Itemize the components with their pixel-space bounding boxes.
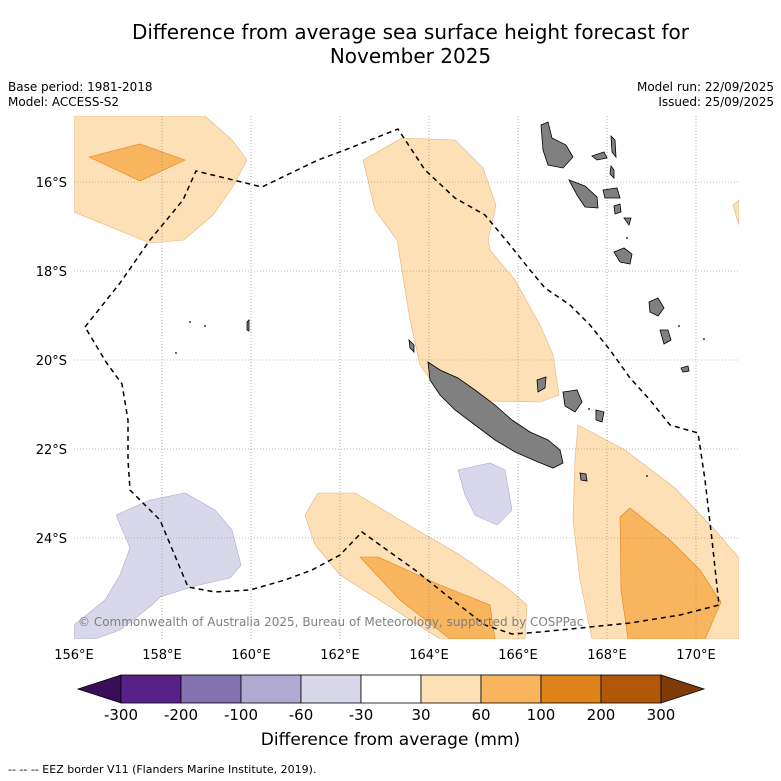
colorbar-segment — [600, 674, 662, 704]
meta-left: Base period: 1981-2018 Model: ACCESS-S2 — [8, 80, 153, 110]
lon-label: 164°E — [409, 648, 449, 663]
island-efate — [613, 247, 633, 265]
colorbar-extension-left — [76, 674, 122, 704]
colorbar-tick-label: 60 — [471, 706, 490, 724]
island-malo — [591, 151, 608, 161]
colorbar-label: Difference from average (mm) — [260, 730, 521, 750]
eez-border — [84, 128, 720, 635]
island-chesterfield — [246, 319, 250, 332]
base-period: Base period: 1981-2018 — [8, 80, 153, 94]
colorbar-tick-label: 100 — [527, 706, 556, 724]
colorbar-segment — [360, 674, 422, 704]
island-malekula — [568, 179, 599, 209]
anomaly-region-east-small — [732, 199, 739, 226]
title-line-1: Difference from average sea surface heig… — [131, 20, 690, 44]
island-erromango — [648, 297, 665, 317]
colorbar-extension-right — [660, 674, 706, 704]
island-pentecost — [609, 164, 615, 179]
lon-label: 160°E — [231, 648, 271, 663]
island-aneityum — [680, 365, 690, 373]
strong-anomaly-se — [619, 507, 722, 639]
lat-label: 16°S — [36, 176, 67, 191]
colorbar-tick-label: -200 — [164, 706, 198, 724]
colorbar-tick-label: -30 — [349, 706, 374, 724]
island-ouvea — [536, 376, 547, 393]
model-name: Model: ACCESS-S2 — [8, 95, 120, 109]
colorbar-tick-label: 30 — [411, 706, 430, 724]
island-maewo — [610, 134, 617, 159]
islet-dots — [175, 237, 705, 477]
colorbar-tick-label: 300 — [647, 706, 676, 724]
strong-anomaly-south — [359, 556, 496, 639]
colorbar-tick-label: -300 — [104, 706, 138, 724]
lat-labels: 16°S 18°S 20°S 22°S 24°S — [36, 176, 67, 547]
island-espiritu-santo — [540, 121, 574, 169]
island-lifou — [562, 389, 583, 413]
anomaly-60-100 — [88, 143, 722, 639]
graticule — [74, 116, 739, 639]
colorbar-tick-label: -60 — [289, 706, 314, 724]
lon-label: 162°E — [320, 648, 360, 663]
new-caledonia-mainland — [427, 361, 564, 469]
island-tanna — [659, 329, 672, 345]
copyright-notice: © Commonwealth of Australia 2025, Bureau… — [78, 615, 584, 629]
map-content — [74, 116, 739, 639]
colorbar-segment — [120, 674, 182, 704]
island-isle-of-pines — [579, 472, 588, 482]
strong-anomaly-nw — [88, 143, 186, 182]
island-ambrym — [602, 187, 621, 199]
colorbar-segments — [76, 674, 706, 704]
colorbar-segment — [480, 674, 542, 704]
eez-footnote: -- -- -- EEZ border V11 (Flanders Marine… — [8, 763, 317, 776]
land — [246, 121, 690, 482]
island-epi — [613, 203, 622, 215]
island-mare — [595, 409, 605, 423]
colorbar-segment — [540, 674, 602, 704]
lat-label: 20°S — [36, 354, 67, 369]
island-belep — [408, 338, 415, 353]
lat-label: 22°S — [36, 443, 67, 458]
lon-label: 166°E — [498, 648, 538, 663]
title-line-2: November 2025 — [329, 44, 492, 68]
colorbar-tick-label: -100 — [224, 706, 258, 724]
anomaly-region-north-central — [362, 137, 560, 403]
anomaly-neg-30-60 — [74, 462, 513, 639]
meta-right: Model run: 22/09/2025 Issued: 25/09/2025 — [637, 80, 774, 110]
colorbar-tick-label: 200 — [587, 706, 616, 724]
island-shepherds — [623, 217, 632, 226]
issued-date: Issued: 25/09/2025 — [658, 95, 774, 109]
lon-label: 156°E — [54, 648, 94, 663]
neg-anomaly-central — [457, 462, 513, 526]
anomaly-region-nw — [74, 116, 248, 244]
lat-label: 24°S — [36, 532, 67, 547]
colorbar-segment — [240, 674, 302, 704]
chart-title: Difference from average sea surface heig… — [0, 20, 781, 68]
lat-label: 18°S — [36, 265, 67, 280]
lon-label: 168°E — [587, 648, 627, 663]
colorbar-segment — [420, 674, 482, 704]
colorbar-ticks: -300 -200 -100 -60 -30 30 60 100 200 300 — [104, 706, 675, 724]
lon-label: 158°E — [142, 648, 182, 663]
colorbar-segment — [300, 674, 362, 704]
lon-labels: 156°E 158°E 160°E 162°E 164°E 166°E 168°… — [54, 648, 716, 663]
lon-label: 170°E — [676, 648, 716, 663]
colorbar-segment — [180, 674, 242, 704]
neg-anomaly-sw — [74, 492, 242, 639]
model-run: Model run: 22/09/2025 — [636, 80, 774, 94]
